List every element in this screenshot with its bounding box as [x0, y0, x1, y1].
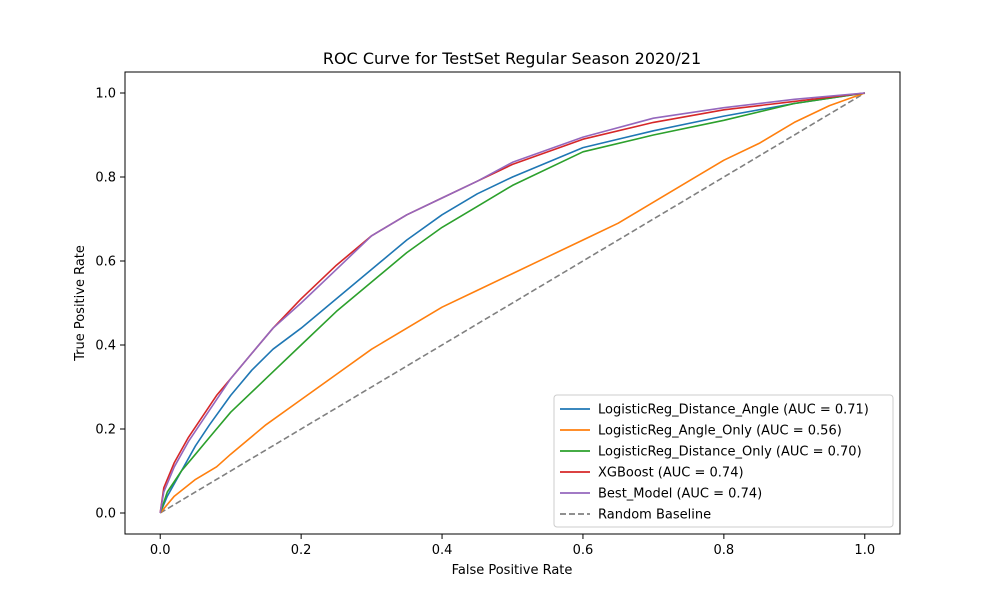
series-line-3: [159, 92, 865, 514]
legend-label-3: XGBoost (AUC = 0.74): [598, 466, 744, 481]
chart-title: ROC Curve for TestSet Regular Season 202…: [323, 49, 701, 68]
x-tick-label: 0.6: [573, 543, 594, 558]
y-tick-label: 0.4: [95, 339, 116, 354]
x-tick-label: 0.4: [432, 543, 453, 558]
y-tick-label: 0.2: [95, 423, 116, 438]
x-tick-label: 0.2: [291, 543, 312, 558]
plot-lines: [159, 92, 866, 514]
y-axis-label: True Positive Rate: [73, 245, 88, 362]
legend-label-0: LogisticReg_Distance_Angle (AUC = 0.71): [598, 403, 869, 418]
legend-label-1: LogisticReg_Angle_Only (AUC = 0.56): [598, 424, 842, 439]
y-tick-label: 1.0: [95, 87, 116, 102]
x-axis-ticks: 0.0 0.2 0.4 0.6 0.8 1.0: [150, 534, 875, 558]
x-tick-label: 1.0: [854, 543, 875, 558]
legend-box: [553, 394, 894, 528]
legend-label-4: Best_Model (AUC = 0.74): [598, 487, 762, 502]
series-line-5: [159, 92, 866, 514]
series-line-1: [159, 92, 866, 514]
x-axis-label: False Positive Rate: [452, 563, 573, 578]
y-axis-ticks: 0.0 0.2 0.4 0.6 0.8 1.0: [95, 87, 125, 522]
series-line-4: [159, 92, 865, 514]
legend-label-2: LogisticReg_Distance_Only (AUC = 0.70): [598, 445, 862, 460]
y-tick-label: 0.6: [95, 255, 116, 270]
x-tick-label: 0.0: [150, 543, 171, 558]
y-tick-label: 0.0: [95, 507, 116, 522]
plot-frame: [124, 71, 901, 535]
legend-label-5: Random Baseline: [598, 508, 711, 523]
series-line-0: [159, 92, 865, 514]
y-tick-label: 0.8: [95, 171, 116, 186]
legend: LogisticReg_Distance_Angle (AUC = 0.71) L…: [553, 394, 894, 528]
series-line-2: [159, 92, 865, 514]
x-tick-label: 0.8: [714, 543, 735, 558]
